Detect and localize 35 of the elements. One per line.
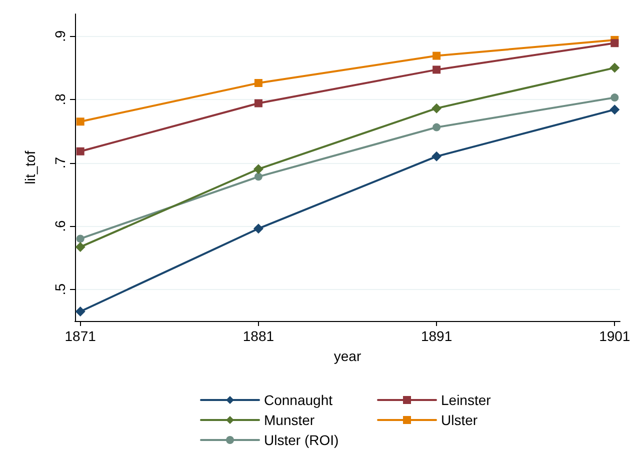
- x-tick-label: 1871: [64, 328, 96, 344]
- y-tick-label: .5: [52, 283, 68, 296]
- y-tick-label: .7: [52, 156, 68, 169]
- legend-label: Ulster (ROI): [264, 432, 339, 448]
- point: [76, 234, 84, 243]
- y-tick-label: .9: [52, 30, 68, 42]
- point: [75, 242, 86, 252]
- point: [254, 78, 262, 87]
- point: [253, 224, 264, 234]
- x-tick-label: 1881: [242, 328, 274, 344]
- point: [76, 118, 84, 126]
- legend-label: Connaught: [264, 392, 333, 408]
- y-axis-title: lit_tof: [22, 150, 38, 184]
- y-tick-label: .6: [52, 220, 68, 232]
- point: [432, 151, 442, 162]
- point: [432, 66, 441, 74]
- legend-label: Leinster: [441, 392, 492, 408]
- x-tick-label: 1891: [420, 328, 452, 344]
- point: [432, 123, 441, 132]
- point: [610, 94, 619, 102]
- point: [432, 52, 441, 60]
- point: [432, 103, 442, 114]
- x-tick-label: 1901: [599, 328, 630, 344]
- x-axis-title: year: [334, 348, 362, 364]
- point: [610, 104, 620, 115]
- point: [75, 306, 86, 317]
- point: [610, 39, 619, 48]
- legend-label: Ulster: [441, 412, 478, 428]
- point: [610, 62, 620, 73]
- point: [254, 99, 262, 108]
- legend-label: Munster: [264, 412, 315, 428]
- point: [253, 164, 264, 174]
- y-tick-label: .8: [52, 93, 68, 106]
- point: [76, 147, 84, 156]
- point: [254, 172, 262, 181]
